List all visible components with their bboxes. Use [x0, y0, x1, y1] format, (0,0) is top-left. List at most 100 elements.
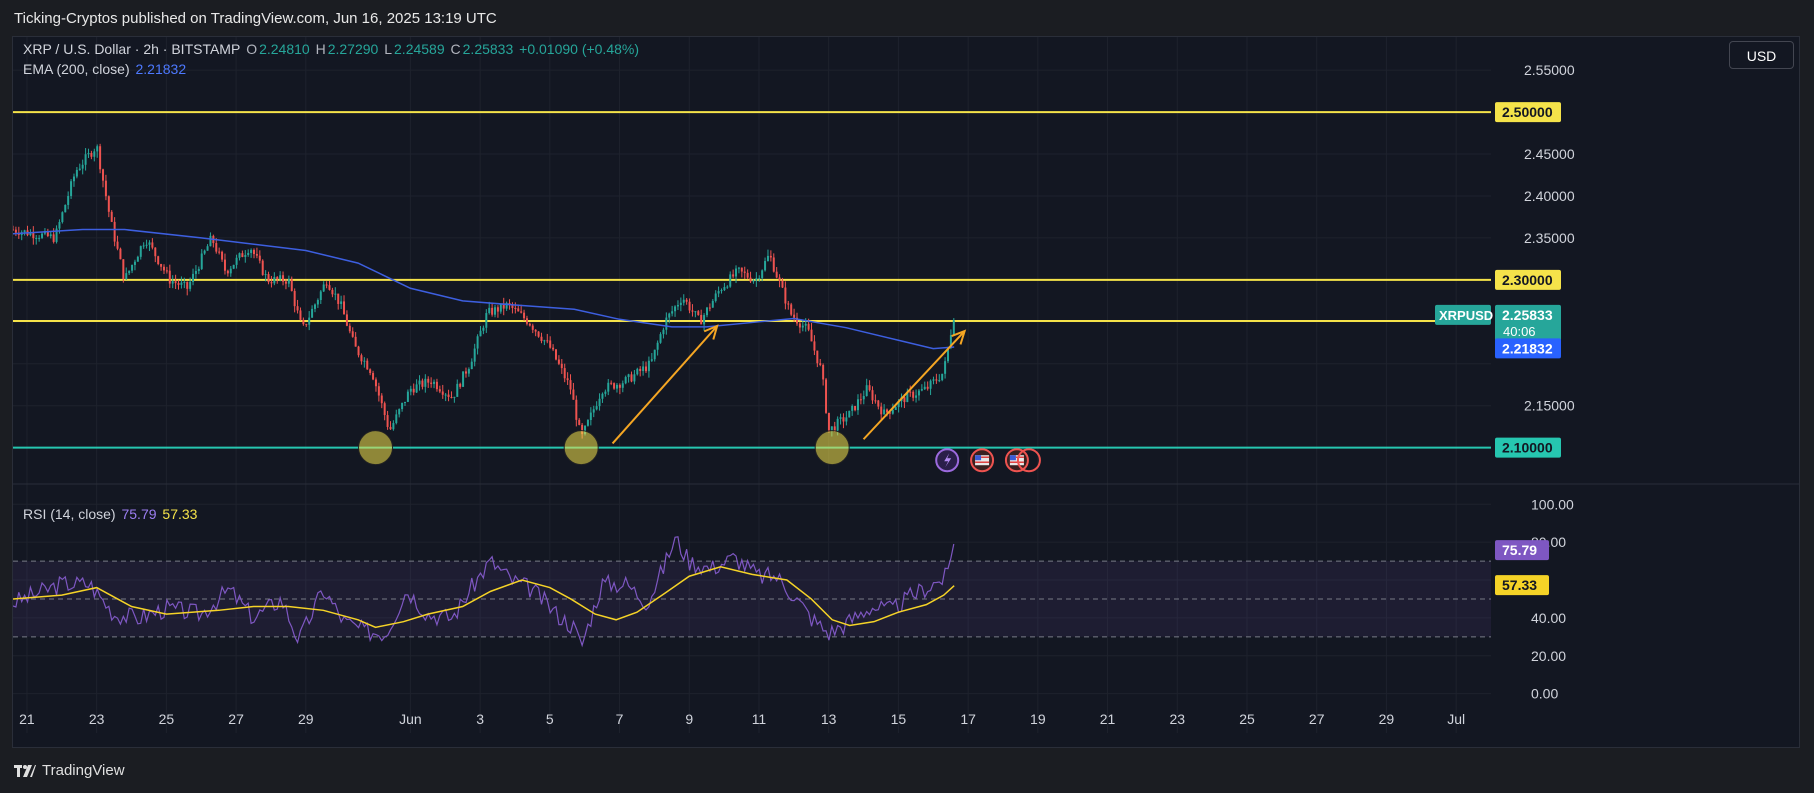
time-axis-tick: 25	[159, 711, 175, 727]
trend-arrow-head	[951, 329, 967, 345]
candle	[688, 301, 691, 311]
candle	[822, 364, 825, 380]
symbol-tag-label: XRPUSD	[1439, 308, 1493, 323]
ema-legend[interactable]: EMA (200, close) 2.21832	[23, 61, 188, 77]
candle	[862, 396, 865, 400]
candle	[32, 232, 35, 239]
candle	[720, 290, 723, 292]
candle	[282, 275, 285, 282]
candle	[372, 373, 375, 380]
time-axis-tick: 29	[1379, 711, 1395, 727]
candle	[334, 293, 337, 295]
rsi-axis-tick: 40.00	[1531, 610, 1566, 626]
candle	[409, 388, 412, 392]
candle	[331, 289, 334, 295]
flag-canton	[1009, 455, 1016, 461]
candle	[87, 152, 90, 155]
candle	[136, 256, 139, 262]
price-axis-tick: 2.40000	[1524, 188, 1575, 204]
candle	[694, 311, 697, 313]
candle	[825, 379, 828, 413]
chart-frame[interactable]: 2.55000 2.45000 2.40000 2.35000 2.15000 100.0…	[12, 36, 1800, 748]
publisher-bar: Ticking-Cryptos published on TradingView…	[0, 0, 1814, 36]
candle	[308, 317, 311, 325]
level-badge-label: 2.10000	[1502, 440, 1553, 456]
currency-button[interactable]: USD	[1729, 41, 1794, 69]
candle	[886, 409, 889, 413]
candle	[337, 293, 340, 304]
candle	[360, 355, 363, 362]
chart-canvas[interactable]: 2.55000 2.45000 2.40000 2.35000 2.15000 100.0…	[13, 37, 1799, 747]
candle	[215, 243, 218, 252]
candle	[401, 402, 404, 410]
candle	[581, 424, 584, 435]
time-axis-tick: 23	[1169, 711, 1185, 727]
candle	[848, 410, 851, 418]
candle	[380, 395, 383, 404]
rsi-ma-badge: 57.33	[1495, 575, 1549, 596]
candle	[598, 398, 601, 407]
rsi-ma-value: 57.33	[162, 506, 198, 522]
flag-icon	[975, 455, 990, 466]
candle	[798, 323, 801, 328]
ema-badge-label: 2.21832	[1502, 340, 1553, 356]
candle	[630, 374, 633, 382]
tradingview-logo[interactable]: TradingView	[14, 762, 125, 779]
candle	[235, 257, 238, 265]
candle	[116, 241, 119, 249]
trend-arrow-line	[862, 330, 966, 440]
candle	[639, 368, 642, 372]
candle	[926, 386, 929, 389]
candle	[572, 389, 575, 400]
candle	[793, 314, 796, 318]
candle	[772, 257, 775, 272]
candle	[833, 426, 836, 431]
candle	[14, 229, 17, 233]
candle	[250, 249, 253, 253]
candle	[287, 279, 290, 284]
candle	[192, 273, 195, 282]
candle	[944, 361, 947, 374]
candle	[221, 251, 224, 260]
candle	[186, 281, 189, 289]
candle	[615, 384, 618, 389]
candle	[418, 380, 421, 385]
candle	[595, 406, 598, 410]
candle	[636, 368, 639, 375]
candle	[139, 246, 142, 257]
candle	[435, 381, 438, 390]
candle	[917, 390, 920, 396]
time-axis-tick: 21	[19, 711, 35, 727]
symbol-line: XRP / U.S. Dollar · 2h · BITSTAMP	[23, 41, 241, 57]
time-axis-tick: 9	[685, 711, 693, 727]
candle	[575, 399, 578, 420]
ema-label: EMA (200, close)	[23, 61, 130, 77]
ema-value: 2.21832	[135, 61, 187, 77]
candle	[133, 261, 136, 265]
candle	[790, 304, 793, 315]
candle	[415, 384, 418, 393]
candle	[482, 327, 485, 331]
candle	[746, 272, 749, 278]
candle	[682, 299, 685, 303]
candle	[766, 255, 769, 262]
candle	[90, 152, 93, 157]
candle	[557, 359, 560, 364]
candle	[157, 256, 160, 265]
candle	[328, 285, 331, 290]
candle	[737, 267, 740, 269]
rsi-legend[interactable]: RSI (14, close) 75.79 57.33	[23, 506, 199, 522]
candle	[421, 380, 424, 387]
candle	[122, 259, 125, 280]
candle	[711, 300, 714, 308]
candle	[560, 363, 563, 369]
level-badge-box	[1495, 269, 1561, 290]
candle	[874, 400, 877, 402]
candle	[165, 270, 168, 272]
candle	[511, 304, 514, 308]
candle	[749, 277, 752, 282]
candle	[23, 230, 26, 233]
candle	[502, 303, 505, 309]
candle	[160, 264, 163, 267]
candle	[830, 426, 833, 431]
